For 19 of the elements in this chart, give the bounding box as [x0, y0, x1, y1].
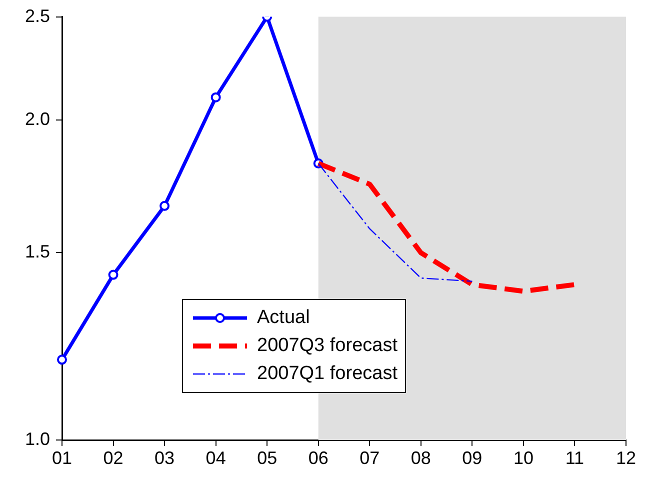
x-tick-label: 09 — [462, 448, 482, 468]
x-tick-label: 11 — [565, 448, 584, 468]
x-tick-label: 01 — [52, 448, 72, 468]
x-tick-label: 05 — [257, 448, 278, 468]
x-tick-label: 02 — [103, 448, 124, 468]
x-tick-label: 12 — [616, 448, 636, 468]
legend-label: Actual — [257, 307, 310, 329]
y-tick-label: 2.5 — [24, 6, 50, 26]
x-tick-label: 04 — [206, 448, 226, 468]
x-tick-label: 10 — [513, 448, 534, 468]
legend-label: 2007Q1 forecast — [257, 363, 398, 385]
x-tick-label: 08 — [410, 448, 431, 468]
y-tick-label: 1.5 — [24, 242, 50, 262]
x-tick-label: 06 — [308, 448, 328, 468]
x-tick-label: 03 — [154, 448, 175, 468]
legend-label: 2007Q3 forecast — [257, 335, 398, 357]
x-tick-label: 07 — [360, 448, 380, 468]
y-tick-label: 2.0 — [24, 108, 50, 129]
y-tick-label: 1.0 — [24, 428, 50, 449]
